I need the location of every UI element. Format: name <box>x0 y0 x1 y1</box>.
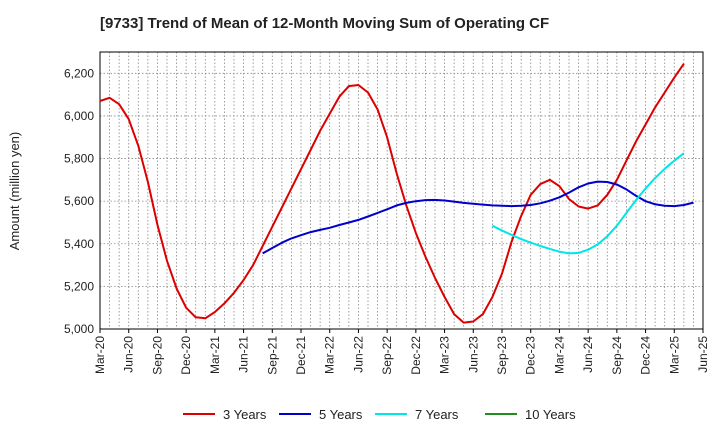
x-tick-label: Mar-24 <box>552 336 566 374</box>
x-tick-label: Dec-22 <box>409 336 423 375</box>
x-tick-label: Sep-20 <box>150 336 164 375</box>
legend-label: 5 Years <box>319 407 363 422</box>
x-tick-label: Dec-20 <box>179 336 193 375</box>
grid-lines <box>100 52 703 330</box>
series-line-7-years <box>491 152 685 255</box>
legend-label: 10 Years <box>525 407 576 422</box>
series-line-3-years <box>99 63 685 324</box>
legend-item-7-years: 7 Years <box>375 407 459 422</box>
x-tick-label: Mar-25 <box>667 336 681 374</box>
plot-frame <box>99 51 704 330</box>
x-tick-label: Mar-22 <box>323 336 337 374</box>
y-tick-label: 5,000 <box>64 322 94 336</box>
legend: 3 Years 5 Years 7 Years 10 Years <box>183 407 576 422</box>
y-tick-label: 6,000 <box>64 109 94 123</box>
legend-item-3-years: 3 Years <box>183 407 267 422</box>
legend-label: 3 Years <box>223 407 267 422</box>
x-tick-label: Jun-21 <box>237 336 251 373</box>
x-tick-label: Jun-24 <box>581 336 595 373</box>
x-tick-label: Sep-23 <box>495 336 509 375</box>
y-tick-label: 5,800 <box>64 152 94 166</box>
x-tick-label: Mar-21 <box>208 336 222 374</box>
x-tick-label: Jun-22 <box>351 336 365 373</box>
y-tick-label: 6,200 <box>64 66 94 80</box>
x-tick-label: Jun-20 <box>122 336 136 373</box>
y-tick-label: 5,600 <box>64 194 94 208</box>
x-tick-label: Dec-24 <box>639 336 653 375</box>
x-tick-label: Jun-25 <box>696 336 710 373</box>
x-tick-label: Mar-23 <box>438 336 452 374</box>
y-axis-label: Amount (million yen) <box>7 132 22 251</box>
x-tick-label: Sep-22 <box>380 336 394 375</box>
legend-item-5-years: 5 Years <box>279 407 363 422</box>
x-tick-label: Jun-23 <box>466 336 480 373</box>
series-lines <box>99 63 694 324</box>
axes: 5,000 5,200 5,400 5,600 5,800 6,000 6,200 Mar-2… <box>64 51 710 375</box>
series-line-5-years <box>262 180 694 255</box>
x-tick-label: Mar-20 <box>93 336 107 374</box>
x-tick-label: Sep-21 <box>265 336 279 375</box>
chart-title: [9733] Trend of Mean of 12-Month Moving … <box>100 15 549 32</box>
legend-label: 7 Years <box>415 407 459 422</box>
x-tick-label: Sep-24 <box>610 336 624 375</box>
y-tick-label: 5,400 <box>64 237 94 251</box>
y-tick-label: 5,200 <box>64 279 94 293</box>
x-tick-label: Dec-23 <box>524 336 538 375</box>
x-tick-label: Dec-21 <box>294 336 308 375</box>
legend-item-10-years: 10 Years <box>485 407 576 422</box>
